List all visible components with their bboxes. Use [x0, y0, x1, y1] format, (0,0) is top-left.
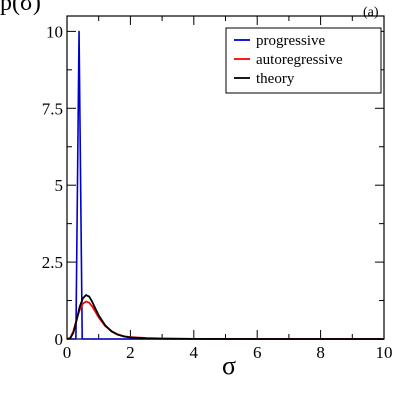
y-axis-title: p(σ) [0, 0, 41, 16]
legend-label-progressive: progressive [256, 33, 325, 49]
panel-label: (a) [363, 5, 379, 20]
legend: progressive autoregressive theory [225, 27, 382, 94]
series-line-theory [66, 294, 384, 340]
x-tick-label: 4 [190, 343, 199, 362]
x-tick-label: 8 [316, 343, 325, 362]
y-tick-label: 5 [55, 176, 64, 195]
legend-label-theory: theory [256, 71, 295, 87]
y-tick-label: 0 [55, 330, 64, 349]
legend-box [225, 27, 382, 94]
y-tick-label: 10 [46, 22, 63, 41]
series-layer [66, 30, 384, 340]
x-tick-label: 0 [63, 343, 72, 362]
y-axis-ticks: 0 2.5 5 7.5 10 [42, 22, 384, 349]
x-tick-label: 10 [376, 343, 393, 362]
y-tick-label: 7.5 [42, 99, 63, 118]
y-tick-label: 2.5 [42, 253, 63, 272]
x-tick-label: 2 [126, 343, 135, 362]
x-tick-label: 6 [253, 343, 262, 362]
legend-label-autoregressive: autoregressive [256, 52, 343, 68]
series-line-progressive [67, 30, 384, 340]
x-axis-title: σ [222, 351, 236, 380]
